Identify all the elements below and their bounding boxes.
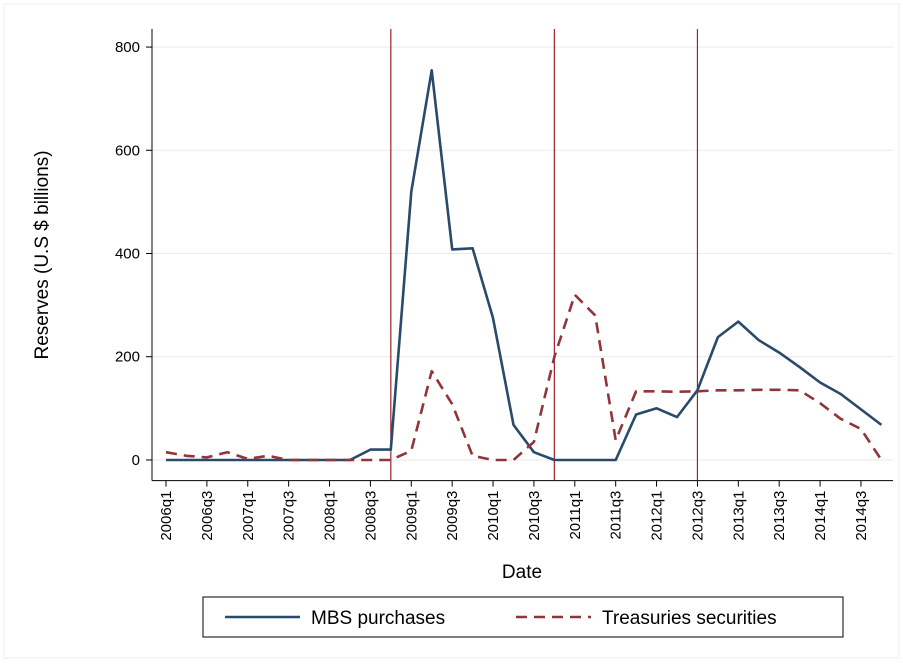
y-axis-title: Reserves (U.S $ billions)	[32, 150, 53, 359]
x-tick-label: 2007q1	[240, 491, 257, 541]
x-tick-label: 2009q3	[444, 491, 461, 541]
x-tick-label: 2007q3	[281, 491, 298, 541]
x-tick-label: 2006q1	[158, 491, 175, 541]
y-tick-label: 800	[115, 39, 140, 56]
series-line	[166, 69, 883, 462]
x-tick-label: 2012q3	[689, 491, 706, 541]
x-tick-label: 2014q1	[812, 491, 829, 541]
x-tick-label: 2013q3	[771, 491, 788, 541]
x-tick-label: 2010q1	[485, 491, 502, 541]
legend-label: MBS purchases	[311, 608, 445, 629]
frame	[3, 3, 900, 659]
y-tick-label: 200	[115, 349, 140, 366]
x-tick-label: 2010q3	[526, 491, 543, 541]
y-tick-label: 400	[115, 246, 140, 263]
x-tick-label: 2009q1	[403, 491, 420, 541]
x-tick-label: 2006q3	[199, 491, 216, 541]
x-tick-label: 2008q3	[362, 491, 379, 541]
legend-label: Treasuries securities	[602, 608, 777, 629]
x-tick-label: 2013q1	[730, 491, 747, 541]
y-tick-label: 600	[115, 142, 140, 159]
x-axis-title: Date	[502, 562, 542, 583]
x-tick-label: 2012q1	[649, 491, 666, 541]
x-tick-label: 2011q1	[567, 491, 584, 540]
x-tick-label: 2011q3	[608, 491, 625, 540]
x-tick-label: 2014q3	[853, 491, 870, 541]
series-line	[165, 293, 883, 462]
y-tick-label: 0	[132, 452, 140, 469]
x-tick-label: 2008q1	[322, 491, 339, 541]
